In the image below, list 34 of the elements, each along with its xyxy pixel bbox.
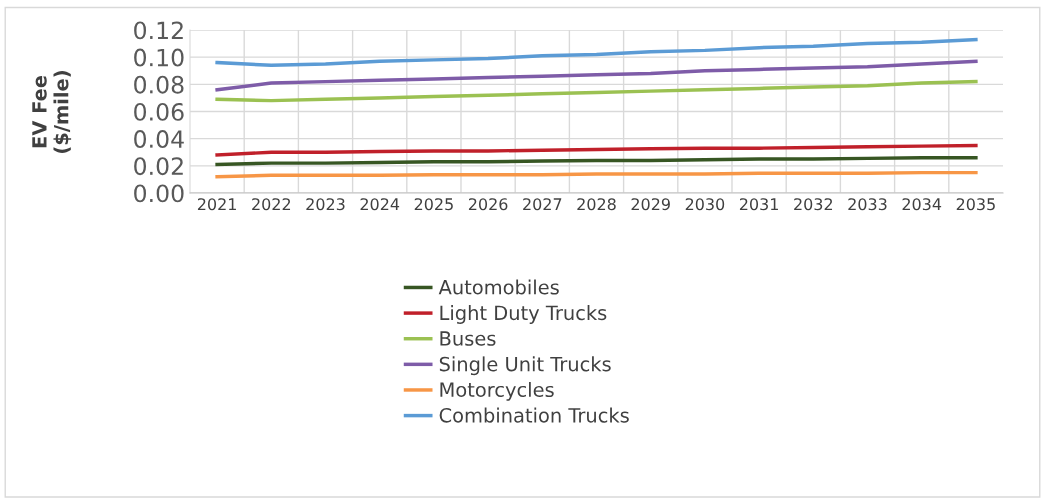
x-tick-label: 2022 [252,198,291,211]
y-tick-label: 0.02 [134,157,183,176]
legend-label: Buses [440,331,496,346]
y-axis-title: EV Fee ($/mile) [32,71,72,153]
x-tick-label: 2024 [360,198,400,211]
legend-label: Motorcycles [440,382,554,401]
y-tick-label: 0.06 [134,102,184,121]
x-tick-label: 2023 [306,198,345,211]
y-tick-label: 0.12 [134,21,183,40]
line-series [215,59,978,92]
x-tick-label: 2026 [468,198,508,211]
legend-label: Light Duty Trucks [440,305,607,324]
x-tick-label: 2032 [794,198,833,211]
line-series [215,155,978,167]
x-tick-label: 2031 [739,198,778,211]
x-tick-label: 2034 [902,198,942,211]
x-tick-label: 2021 [197,198,236,211]
x-tick-label: 2028 [577,198,616,211]
line-series [215,143,978,157]
legend-label: Combination Trucks [439,407,629,423]
x-tick-label: 2035 [956,198,995,211]
y-tick-label: 0.00 [134,184,184,203]
y-tick-label: 0.04 [134,130,184,148]
x-tick-label: 2027 [523,198,562,211]
y-tick-label: 0.10 [134,48,184,67]
line-series [215,79,978,103]
x-tick-label: 2030 [685,198,725,211]
line-series [215,37,978,68]
legend-label: Single Unit Trucks [439,356,611,376]
y-tick-label: 0.08 [134,75,184,94]
x-tick-label: 2029 [631,198,670,211]
legend-label: Automobiles [438,279,559,295]
x-tick-label: 2033 [848,198,887,211]
x-tick-label: 2025 [414,198,453,211]
